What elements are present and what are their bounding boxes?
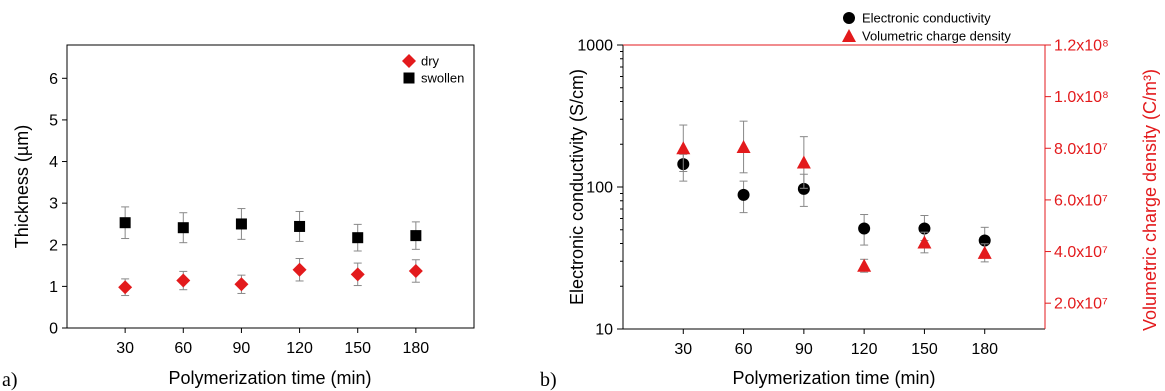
chart-a-y-tick-label: 2 <box>49 237 58 254</box>
chart-b-point-charge-density <box>977 245 992 259</box>
chart-a-y-tick-label: 3 <box>49 196 58 213</box>
chart-a-point-dry <box>408 263 423 278</box>
chart-b-point-charge-density <box>917 235 932 249</box>
chart-a-point-dry <box>292 262 307 277</box>
chart-a-legend: dry swollen <box>402 54 464 86</box>
chart-b-point-charge-density <box>796 155 811 169</box>
chart-a-point-dry <box>234 277 249 292</box>
chart-b-left-tick-label: 10 <box>595 322 613 339</box>
chart-a-x-tick-label: 30 <box>116 340 134 357</box>
chart-b-point-charge-density <box>676 141 691 155</box>
chart-b-legend-label-0: Electronic conductivity <box>862 11 991 26</box>
chart-a-y-tick-label: 6 <box>49 71 58 88</box>
chart-b-x-tick-label: 90 <box>795 341 813 358</box>
chart-b-right-tick-label: 1.2x10⁸ <box>1054 38 1109 55</box>
chart-a-point-swollen <box>235 218 247 230</box>
chart-b-left-tick-label: 1000 <box>577 38 613 55</box>
chart-a-y-tick-label: 0 <box>49 321 58 338</box>
chart-a-x-tick-label: 90 <box>233 340 251 357</box>
chart-b-x-tick-label: 60 <box>735 341 753 358</box>
chart-b-x-tick-label: 180 <box>971 341 998 358</box>
chart-a-x-tick-label: 150 <box>344 340 371 357</box>
chart-a-legend-marker-swollen <box>403 72 415 84</box>
chart-a-legend-label-swollen: swollen <box>421 71 464 86</box>
chart-b-right-tick-label: 6.0x10⁷ <box>1054 192 1108 209</box>
chart-a-point-dry <box>176 273 191 288</box>
chart-b-legend: Electronic conductivity Volumetric charge… <box>842 11 1011 44</box>
chart-b-point-charge-density <box>857 258 872 272</box>
chart-a-point-swollen <box>119 217 131 229</box>
chart-b-series-conductivity <box>677 153 991 255</box>
chart-b-point-conductivity <box>918 222 931 235</box>
chart-b-right-tick-label: 8.0x10⁷ <box>1054 141 1108 158</box>
chart-b-point-conductivity <box>797 182 810 195</box>
chart-b-point-conductivity <box>737 188 750 201</box>
chart-a-y-tick-label: 5 <box>49 112 58 129</box>
chart-a-series-dry <box>118 257 423 297</box>
chart-b-right-tick-label: 1.0x10⁸ <box>1054 89 1109 106</box>
chart-a-x-tick-label: 120 <box>286 340 313 357</box>
chart-a-point-swollen <box>352 232 364 244</box>
chart-b-point-conductivity <box>858 222 871 235</box>
chart-a-x-axis-label: Polymerization time (min) <box>168 368 371 388</box>
chart-a-point-swollen <box>294 220 306 232</box>
chart-a-legend-label-dry: dry <box>421 54 440 69</box>
chart-a-legend-marker-dry <box>402 54 416 68</box>
chart-b-right-tick-label: 2.0x10⁷ <box>1054 296 1108 313</box>
chart-a-point-swollen <box>410 230 422 242</box>
chart-b-legend-marker-0 <box>843 12 855 24</box>
chart-a-plot-frame <box>66 44 475 329</box>
chart-a-series-swollen <box>119 206 422 252</box>
chart-a-x-tick-label: 60 <box>174 340 192 357</box>
chart-b-y-axis-label: Electronic conductivity (S/cm) <box>567 69 587 305</box>
chart-b-left-tick-label: 100 <box>586 180 613 197</box>
chart-b-x-tick-label: 150 <box>911 341 938 358</box>
chart-b-x-axis-label: Polymerization time (min) <box>732 368 935 388</box>
chart-b-x-tick-label: 30 <box>674 341 692 358</box>
chart-a-point-dry <box>118 280 133 295</box>
chart-a-y-axis-label: Thickness (µm) <box>12 125 32 248</box>
chart-a-y-tick-label: 4 <box>49 154 58 171</box>
chart-b-legend-marker-1 <box>842 29 856 42</box>
chart-b-series-charge-density <box>676 120 992 273</box>
chart-b-x-tick-label: 120 <box>851 341 878 358</box>
chart-a-point-swollen <box>177 222 189 234</box>
chart-a-panel-label: a) <box>2 369 18 391</box>
chart-b-right-axis-label: Volumetric charge density (C/m³) <box>1140 69 1160 331</box>
chart-b: 10 100 1000 2.0x10⁷ 4.0x10⁷ 6.0x10⁷ 8.0x10⁷ 1.… <box>540 11 1160 391</box>
chart-a-x-tick-label: 180 <box>403 340 430 357</box>
chart-a-y-tick-label: 1 <box>49 279 58 296</box>
chart-a: 0 1 2 3 4 5 6 30 60 90 120 150 180 dry swollen Thick… <box>2 44 475 391</box>
chart-b-legend-label-1: Volumetric charge density <box>862 29 1011 44</box>
chart-b-panel-label: b) <box>540 369 557 391</box>
chart-a-point-dry <box>350 267 365 282</box>
chart-b-right-tick-label: 4.0x10⁷ <box>1054 244 1108 261</box>
chart-b-point-charge-density <box>736 139 751 153</box>
